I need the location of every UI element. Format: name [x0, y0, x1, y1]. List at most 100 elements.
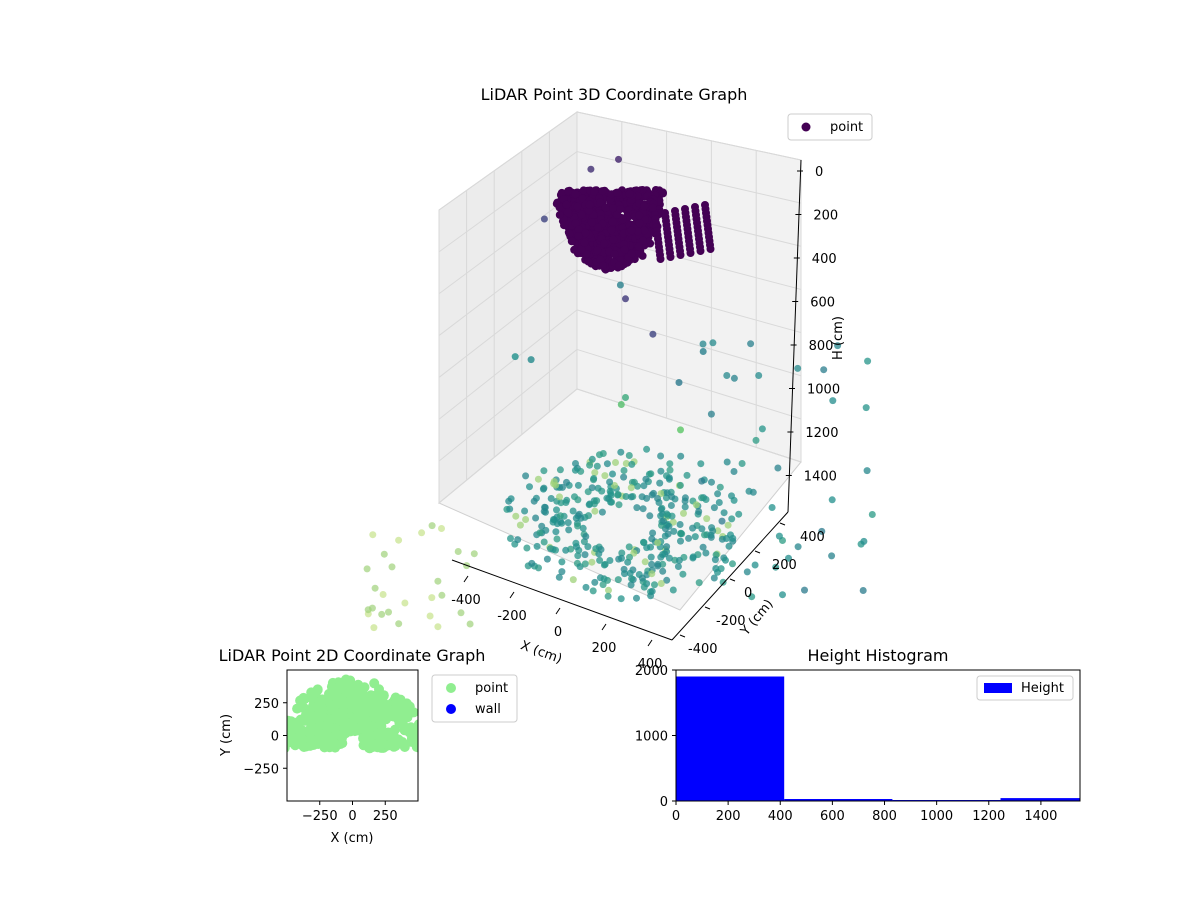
point-3d — [558, 558, 566, 566]
point-3d — [686, 249, 695, 257]
point-3d — [622, 394, 629, 401]
point-2d — [312, 684, 323, 695]
point-3d — [588, 455, 596, 463]
point-3d — [536, 529, 544, 537]
point-3d — [622, 493, 630, 500]
point-3d — [558, 568, 566, 576]
point-3d — [863, 467, 871, 475]
point-3d — [860, 537, 868, 545]
point-3d — [660, 517, 667, 525]
point-3d — [585, 501, 593, 509]
point-3d — [625, 543, 633, 551]
point-3d — [723, 458, 731, 466]
chart-3d-x-axis-line — [451, 559, 673, 641]
point-3d — [555, 210, 564, 219]
point-3d — [650, 489, 657, 497]
point-3d — [514, 536, 522, 544]
point-3d — [533, 542, 541, 550]
point-3d — [646, 512, 654, 520]
point-3d — [666, 253, 675, 261]
histogram-legend-frame — [976, 675, 1074, 701]
point-2d — [297, 715, 308, 726]
point-3d — [735, 510, 743, 518]
point-3d — [656, 479, 664, 487]
point-3d — [698, 477, 706, 485]
point-3d — [665, 522, 673, 530]
point-3d — [603, 460, 611, 468]
x-tick-label: −250 — [302, 809, 338, 824]
point-3d — [718, 517, 726, 525]
y-tick-mark — [754, 550, 761, 554]
point-3d — [574, 552, 582, 560]
point-3d — [654, 539, 662, 547]
point-3d — [829, 397, 837, 405]
point-3d — [562, 200, 571, 209]
point-3d — [586, 461, 594, 469]
point-3d — [648, 203, 657, 212]
point-3d — [730, 374, 738, 382]
point-3d — [729, 560, 736, 568]
histogram-bar — [784, 799, 893, 801]
point-3d — [677, 426, 684, 434]
point-3d — [695, 508, 703, 515]
point-3d — [565, 526, 573, 534]
point-3d — [379, 591, 387, 598]
point-2d — [298, 694, 309, 705]
point-3d — [598, 508, 606, 516]
point-2d — [357, 723, 368, 734]
point-3d — [779, 591, 786, 599]
point-3d — [668, 493, 676, 501]
point-3d — [609, 204, 617, 213]
point-3d — [547, 495, 555, 502]
point-3d — [617, 595, 625, 603]
y-tick-label: 1000 — [635, 730, 668, 745]
point-3d — [607, 498, 615, 506]
point-3d — [640, 202, 649, 211]
point-3d — [665, 554, 673, 562]
point-3d — [712, 565, 720, 572]
point-3d — [369, 531, 377, 539]
x-tick-label: 0 — [554, 625, 562, 640]
point-3d — [626, 569, 634, 577]
point-3d — [706, 245, 715, 253]
point-3d — [703, 515, 711, 523]
point-2d — [377, 713, 388, 724]
point-2d — [311, 701, 322, 712]
point-3d — [556, 493, 563, 501]
point-3d — [615, 501, 623, 509]
point-3d — [748, 593, 756, 601]
point-3d — [371, 584, 379, 592]
point-3d — [648, 570, 656, 578]
point-3d — [593, 462, 601, 470]
point-3d — [699, 340, 707, 348]
chart-3d-legend-marker — [801, 122, 811, 132]
point-3d — [553, 535, 561, 543]
point-3d — [466, 620, 474, 628]
point-3d — [715, 499, 723, 506]
point-3d — [523, 544, 531, 552]
point-3d — [681, 503, 689, 511]
point-3d — [657, 505, 665, 513]
point-3d — [591, 507, 599, 515]
point-3d — [628, 460, 636, 468]
point-3d — [828, 496, 836, 504]
point-3d — [592, 545, 600, 553]
x-tick-label: 400 — [638, 657, 663, 672]
point-3d — [540, 538, 548, 546]
point-3d — [617, 448, 625, 456]
point-3d — [622, 460, 630, 467]
point-3d — [699, 348, 707, 355]
point-2d — [342, 675, 353, 686]
point-3d — [599, 261, 607, 270]
point-3d — [582, 583, 590, 591]
point-3d — [689, 554, 697, 562]
y-tick-mark — [704, 606, 711, 610]
point-3d — [611, 482, 618, 489]
point-3d — [657, 512, 665, 520]
point-3d — [614, 491, 622, 499]
point-3d — [670, 527, 678, 535]
point-3d — [630, 549, 638, 557]
point-2d — [287, 722, 296, 732]
